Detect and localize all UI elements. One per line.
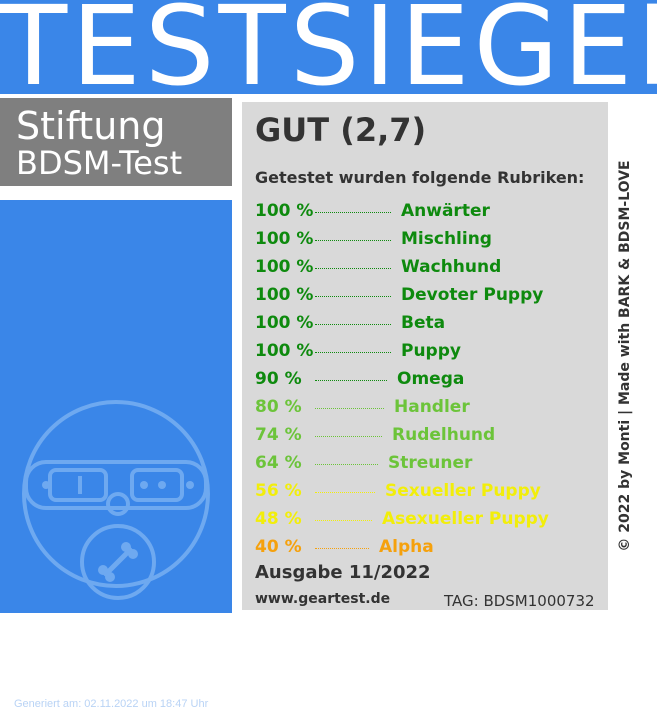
rubric-name: Omega: [397, 369, 465, 389]
rubric-percent: 64 %: [255, 453, 302, 473]
left-column: Stiftung BDSM-Test: [0, 94, 237, 710]
rubric-row: 100 % Beta: [255, 310, 605, 338]
generated-timestamp: Generiert am: 02.11.2022 um 18:47 Uhr: [14, 698, 209, 710]
rubric-leader: [315, 352, 391, 353]
rubric-leader: [315, 520, 372, 521]
rubric-row: 100 % Devoter Puppy: [255, 282, 605, 310]
edition-label: Ausgabe 11/2022: [255, 562, 431, 583]
rubric-percent: 100 %: [255, 285, 314, 305]
rubric-name: Asexueller Puppy: [382, 509, 549, 529]
rubric-percent: 90 %: [255, 369, 302, 389]
rubric-percent: 74 %: [255, 425, 302, 445]
rubric-leader: [315, 240, 391, 241]
rubric-percent: 100 %: [255, 313, 314, 333]
rubric-row: 100 % Puppy: [255, 338, 605, 366]
rubric-leader: [315, 380, 387, 381]
rubric-row: 80 % Handler: [255, 394, 605, 422]
rubric-name: Rudelhund: [392, 425, 496, 445]
rubric-row: 90 % Omega: [255, 366, 605, 394]
results-panel: GUT (2,7) Getestet wurden folgende Rubri…: [242, 102, 608, 610]
rubric-leader: [315, 324, 391, 325]
rubric-percent: 100 %: [255, 201, 314, 221]
brand-subname: BDSM-Test: [16, 144, 183, 182]
rubrics-heading: Getestet wurden folgende Rubriken:: [255, 168, 585, 187]
banner-title: TESTSIEGER: [0, 0, 657, 94]
rubric-row: 56 % Sexueller Puppy: [255, 478, 605, 506]
rubric-row: 40 % Alpha: [255, 534, 605, 562]
rubric-row: 64 % Streuner: [255, 450, 605, 478]
rubric-name: Streuner: [388, 453, 473, 473]
rubric-leader: [315, 408, 384, 409]
rubric-row: 48 % Asexueller Puppy: [255, 506, 605, 534]
rubric-list: 100 % Anwärter 100 % Mischling 100 % Wac…: [255, 198, 605, 562]
blue-panel: Generiert am: 02.11.2022 um 18:47 Uhr: [0, 200, 232, 710]
brand-name: Stiftung: [16, 104, 166, 148]
rubric-row: 100 % Wachhund: [255, 254, 605, 282]
rubric-leader: [315, 296, 391, 297]
copyright-text: © 2022 by Monti | Made with BARK & BDSM-…: [617, 160, 633, 552]
rubric-leader: [315, 436, 382, 437]
rubric-row: 100 % Mischling: [255, 226, 605, 254]
rubric-row: 74 % Rudelhund: [255, 422, 605, 450]
brand-box: Stiftung BDSM-Test: [0, 98, 232, 186]
dog-collar-icon: [22, 400, 210, 600]
rubric-percent: 80 %: [255, 397, 302, 417]
rubric-name: Puppy: [401, 341, 461, 361]
rubric-percent: 48 %: [255, 509, 302, 529]
rubric-name: Mischling: [401, 229, 492, 249]
website-link[interactable]: www.geartest.de: [255, 591, 391, 607]
rubric-leader: [315, 492, 375, 493]
rubric-row: 100 % Anwärter: [255, 198, 605, 226]
rubric-leader: [315, 464, 378, 465]
rubric-percent: 100 %: [255, 229, 314, 249]
rubric-name: Sexueller Puppy: [385, 481, 541, 501]
rubric-name: Devoter Puppy: [401, 285, 544, 305]
copyright-strip: © 2022 by Monti | Made with BARK & BDSM-…: [612, 102, 638, 610]
rubric-name: Handler: [394, 397, 470, 417]
rubric-name: Alpha: [379, 537, 434, 557]
rubric-name: Wachhund: [401, 257, 502, 277]
grade-label: GUT (2,7): [255, 111, 427, 149]
rubric-leader: [315, 548, 369, 549]
tag-label: TAG: BDSM1000732: [444, 592, 595, 610]
rubric-name: Anwärter: [401, 201, 490, 221]
rubric-percent: 100 %: [255, 341, 314, 361]
rubric-percent: 100 %: [255, 257, 314, 277]
rubric-percent: 40 %: [255, 537, 302, 557]
rubric-leader: [315, 212, 391, 213]
rubric-name: Beta: [401, 313, 446, 333]
top-banner: TESTSIEGER: [0, 0, 657, 94]
rubric-leader: [315, 268, 391, 269]
rubric-percent: 56 %: [255, 481, 302, 501]
